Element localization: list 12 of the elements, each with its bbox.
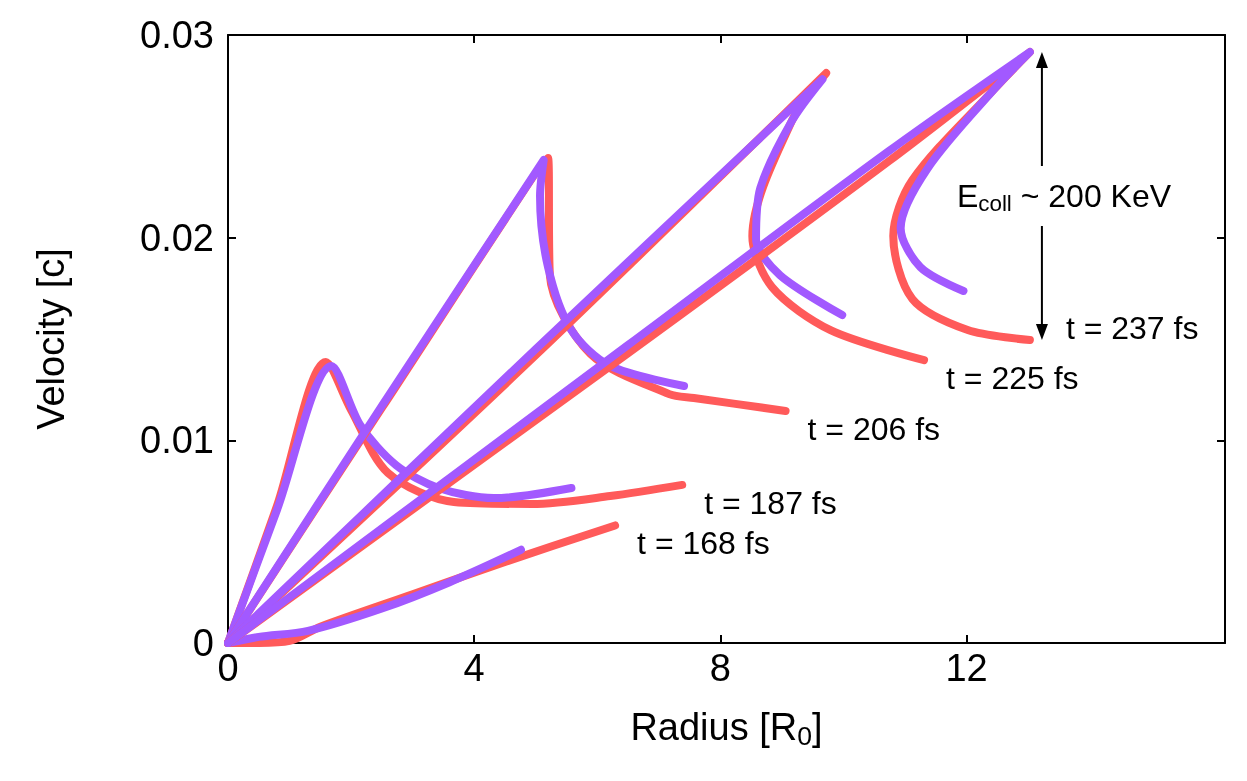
annotation: t = 168 fs (637, 525, 770, 562)
y-tick-label: 0.01 (140, 419, 214, 462)
x-tick-label: 12 (945, 647, 988, 689)
annotation: t = 187 fs (704, 484, 837, 521)
y-axis-title: Velocity [c] (30, 248, 72, 430)
x-tick-label: 8 (709, 647, 731, 689)
y-tick-label: 0.03 (140, 14, 214, 56)
y-tick-label: 0.02 (140, 216, 214, 259)
annotation: t = 225 fs (946, 360, 1079, 397)
annotation: t = 237 fs (1065, 310, 1199, 347)
annotation: t = 206 fs (807, 410, 941, 447)
x-tick-label: 4 (463, 647, 485, 689)
